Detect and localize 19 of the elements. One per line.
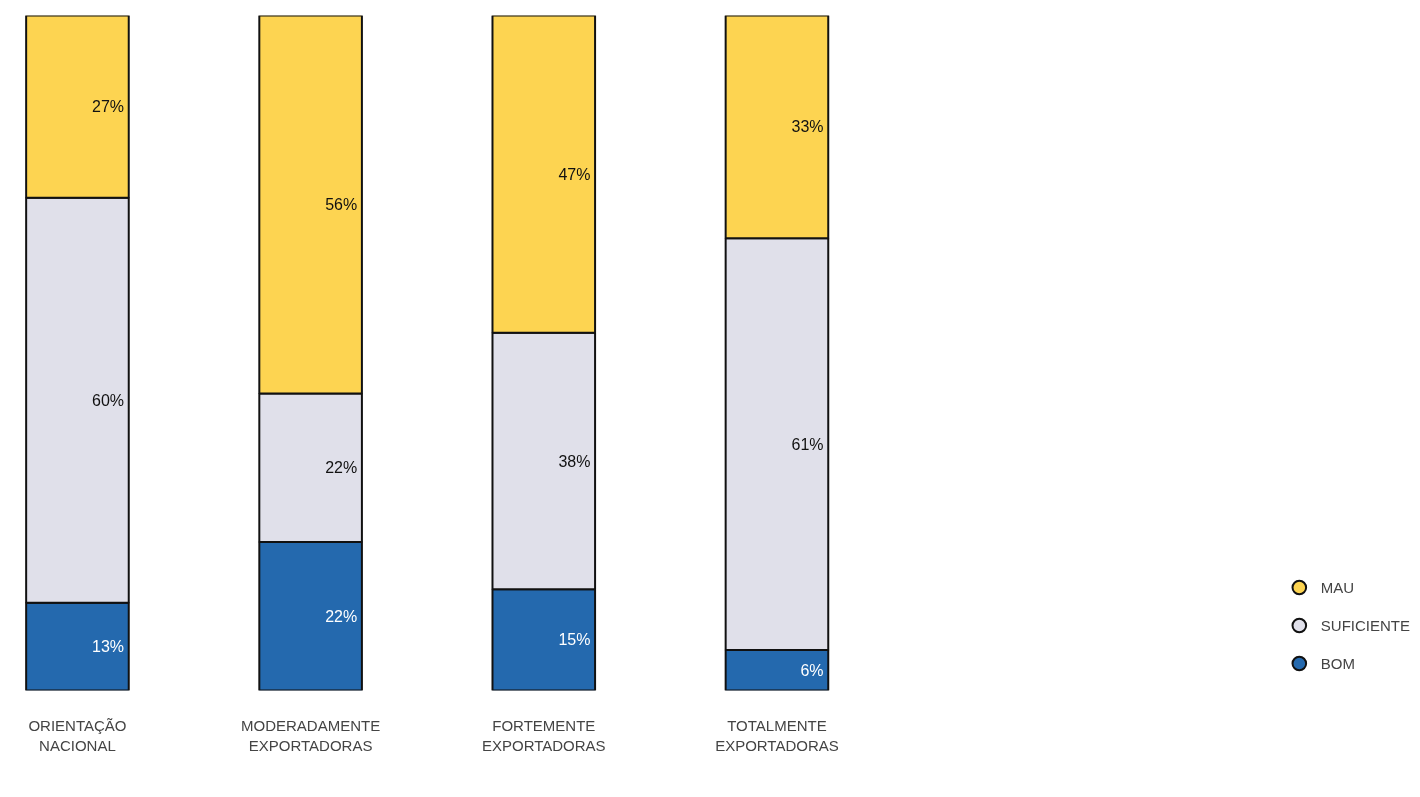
data-label: 22% <box>325 459 358 477</box>
x-tick-label: FORTEMENTE EXPORTADORAS <box>481 716 606 754</box>
data-label: 56% <box>325 196 358 213</box>
data-label: 33% <box>791 118 824 136</box>
data-label: 27% <box>92 98 125 116</box>
legend-label: SUFICIENTE <box>1320 616 1410 634</box>
data-label: 60% <box>92 391 125 409</box>
x-tick-label: TOTALMENTE EXPORTADORAS <box>715 716 839 754</box>
data-label: 15% <box>558 631 591 649</box>
data-label: 38% <box>558 452 591 470</box>
data-label: 61% <box>791 435 824 453</box>
data-label: 22% <box>325 607 358 625</box>
data-label: 47% <box>558 165 591 183</box>
data-label: 13% <box>92 638 125 656</box>
legend-label: MAU <box>1320 578 1355 596</box>
legend-label: BOM <box>1320 654 1355 672</box>
x-tick-label: ORIENTAÇÃO NACIONAL <box>28 716 127 754</box>
data-label: 6% <box>800 661 824 679</box>
x-tick-label: MODERADAMENTE EXPORTADORAS <box>241 716 381 754</box>
